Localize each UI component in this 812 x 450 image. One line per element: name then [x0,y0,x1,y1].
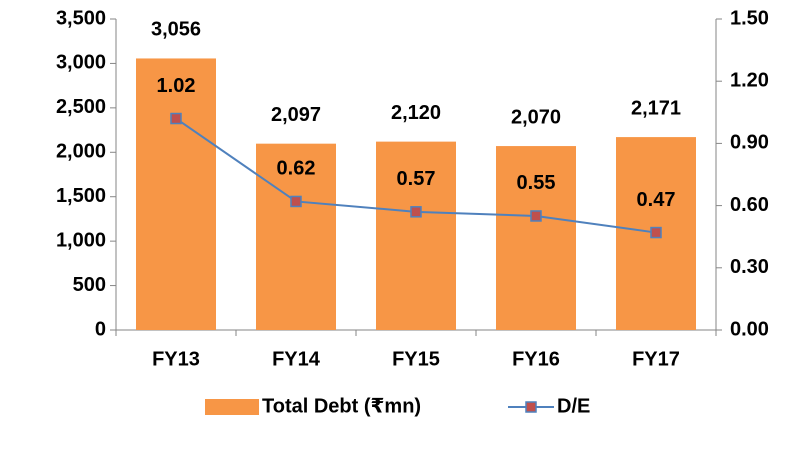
bar-value-label: 2,097 [271,104,321,126]
x-tick-label: FY15 [392,348,440,370]
bar-value-label: 2,171 [631,97,681,119]
bar-value-label: 2,070 [511,106,561,128]
y-tick-label: 3,500 [56,7,106,29]
x-tick-label: FY16 [512,348,560,370]
x-tick-label: FY13 [152,348,200,370]
de-value-label: 0.47 [637,189,676,211]
x-tick-label: FY14 [272,348,321,370]
de-value-label: 0.55 [517,172,556,194]
legend-label: Total Debt (₹mn) [262,395,421,417]
y-tick-label: 2,500 [56,96,106,118]
de-value-label: 0.57 [397,168,436,190]
y-tick-label: 3,000 [56,52,106,74]
de-value-label: 0.62 [277,158,316,180]
de-marker [650,226,662,239]
bar [136,58,216,330]
de-marker [530,210,542,222]
bar [256,143,336,330]
y-tick-label: 1,500 [56,185,106,207]
y2-tick-label: 0.30 [730,256,769,278]
legend-swatch [205,399,259,415]
bar [496,146,576,330]
y2-tick-label: 0.60 [730,194,769,216]
y2-tick-label: 1.20 [730,69,769,91]
bar-value-label: 3,056 [151,19,201,41]
x-tick-label: FY17 [632,348,680,370]
de-value-label: 1.02 [157,75,196,97]
bar [376,141,456,330]
y-tick-label: 0 [95,318,106,340]
legend-marker [525,401,537,413]
legend-label: D/E [557,395,590,417]
y2-tick-label: 0.00 [730,318,769,340]
y2-tick-label: 0.90 [730,132,769,154]
de-marker [290,195,302,208]
y2-tick-label: 1.50 [730,7,769,29]
y-tick-label: 2,000 [56,141,106,163]
de-marker [170,112,182,125]
y-tick-label: 500 [73,274,106,296]
y-tick-label: 1,000 [56,229,106,251]
de-marker [410,206,422,218]
bar-value-label: 2,120 [391,102,441,124]
